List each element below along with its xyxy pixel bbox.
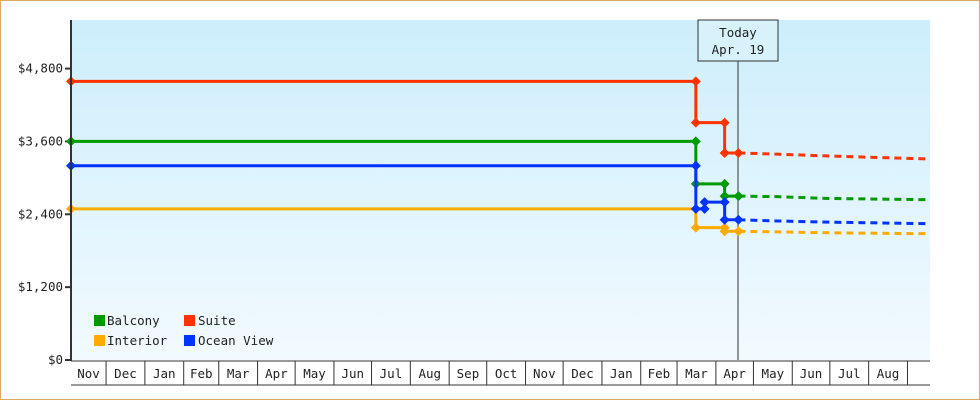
y-tick-label: $3,600 bbox=[18, 133, 63, 148]
data-point-balcony bbox=[719, 178, 730, 189]
x-tick-label: May bbox=[762, 366, 785, 381]
legend-label-interior: Interior bbox=[107, 333, 168, 348]
plot-area bbox=[71, 20, 930, 360]
x-tick-label: Dec bbox=[114, 366, 137, 381]
data-point-interior bbox=[719, 226, 730, 237]
forecast-line-suite bbox=[738, 151, 931, 161]
x-tick-label: Oct bbox=[495, 366, 518, 381]
x-tick-label: May bbox=[303, 366, 326, 381]
series-balcony bbox=[66, 136, 931, 202]
x-tick-label: Jan bbox=[153, 366, 176, 381]
x-tick-label: Jul bbox=[838, 366, 861, 381]
data-point-interior bbox=[733, 226, 744, 237]
data-point-ocean-view bbox=[690, 203, 701, 214]
y-tick-label: $4,800 bbox=[18, 61, 63, 76]
x-tick-label: Nov bbox=[77, 366, 100, 381]
x-tick-label: Dec bbox=[571, 366, 594, 381]
y-axis: $0 $1,200 $2,400 $3,600 $4,800 bbox=[18, 61, 71, 367]
x-tick-label: Apr bbox=[265, 366, 288, 381]
data-point-interior bbox=[690, 222, 701, 233]
x-tick-label: Feb bbox=[648, 366, 671, 381]
data-point-balcony bbox=[690, 136, 701, 147]
data-point-suite bbox=[690, 117, 701, 128]
x-tick-label: Jun bbox=[800, 366, 823, 381]
x-tick-label: Mar bbox=[227, 366, 250, 381]
data-point-ocean-view bbox=[719, 214, 730, 225]
data-point-suite bbox=[733, 147, 744, 158]
legend-swatch-balcony bbox=[94, 315, 105, 326]
x-tick-label: Jul bbox=[380, 366, 403, 381]
data-point-ocean-view bbox=[699, 197, 710, 208]
forecast-line-interior bbox=[738, 229, 931, 236]
x-tick-label: Apr bbox=[723, 366, 746, 381]
legend-swatch-ocean-view bbox=[184, 335, 195, 346]
data-point-ocean-view bbox=[719, 197, 730, 208]
legend-label-suite: Suite bbox=[198, 313, 236, 328]
x-tick-label: Sep bbox=[457, 366, 480, 381]
data-point-balcony bbox=[733, 191, 744, 202]
forecast-line-balcony bbox=[738, 194, 931, 202]
x-tick-label: Mar bbox=[685, 366, 708, 381]
x-tick-label: Jun bbox=[341, 366, 364, 381]
x-tick-label: Nov bbox=[533, 366, 556, 381]
x-axis: Nov Dec Jan Feb Mar Apr May Jun Jul Aug Sep Oct Nov D… bbox=[71, 360, 930, 386]
legend: Balcony Suite Interior Ocean View bbox=[94, 313, 274, 348]
legend-swatch-suite bbox=[184, 315, 195, 326]
y-tick-label: $0 bbox=[48, 352, 63, 367]
data-point-suite bbox=[719, 117, 730, 128]
x-tick-label: Jan bbox=[610, 366, 633, 381]
x-tick-label: Feb bbox=[190, 366, 213, 381]
data-point-balcony bbox=[719, 191, 730, 202]
legend-label-balcony: Balcony bbox=[107, 313, 160, 328]
y-tick-label: $2,400 bbox=[18, 206, 63, 221]
y-tick-label: $1,200 bbox=[18, 279, 63, 294]
forecast-line-ocean-view bbox=[738, 218, 931, 226]
today-box bbox=[697, 19, 779, 62]
series-ocean-view bbox=[66, 160, 931, 226]
today-date: Apr. 19 bbox=[712, 42, 765, 57]
x-tick-label: Aug bbox=[418, 366, 441, 381]
legend-swatch-interior bbox=[94, 335, 105, 346]
data-point-suite bbox=[690, 76, 701, 87]
data-point-suite bbox=[719, 147, 730, 158]
legend-label-ocean-view: Ocean View bbox=[198, 333, 274, 348]
data-point-ocean-view bbox=[699, 203, 710, 214]
series-group bbox=[66, 76, 931, 237]
x-tick-label: Aug bbox=[877, 366, 900, 381]
today-marker: Today Apr. 19 bbox=[697, 19, 779, 360]
today-label: Today bbox=[719, 25, 757, 40]
data-point-ocean-view bbox=[733, 214, 744, 225]
data-point-ocean-view bbox=[690, 160, 701, 171]
